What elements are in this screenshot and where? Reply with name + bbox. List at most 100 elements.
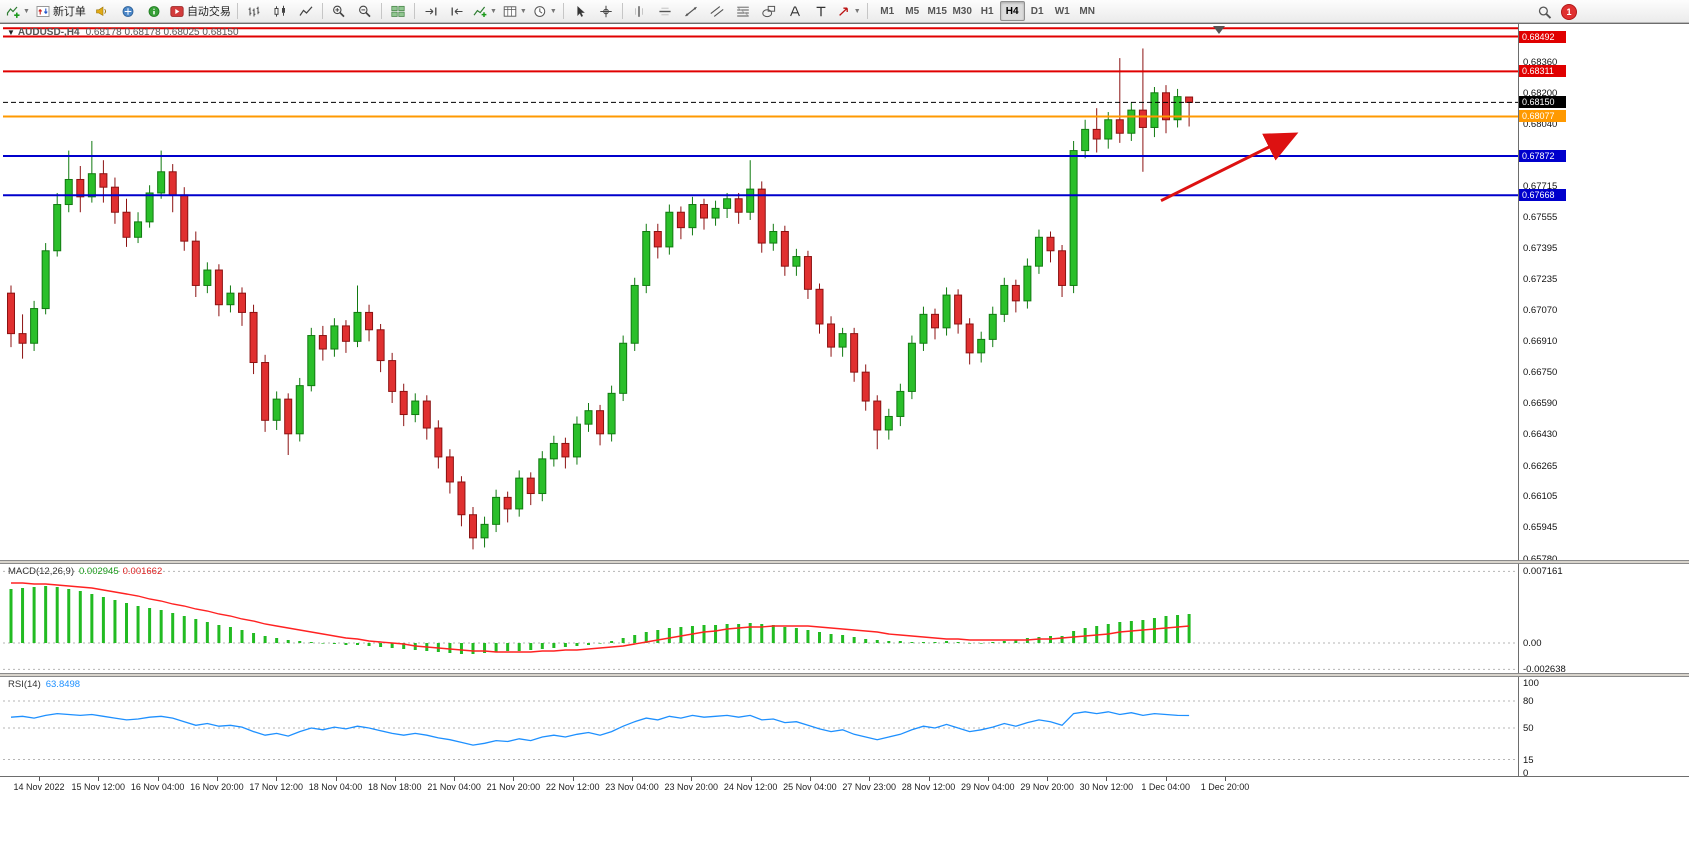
chart-shift-button[interactable] bbox=[444, 0, 470, 22]
macd-histogram-bar bbox=[945, 641, 949, 643]
channel-button[interactable] bbox=[704, 0, 730, 22]
one-click-trading-icon[interactable]: ▼ bbox=[7, 28, 15, 37]
macd-histogram-bar bbox=[771, 625, 775, 643]
timeframe-h4[interactable]: H4 bbox=[999, 1, 1025, 21]
rsi-indicator-svg[interactable] bbox=[3, 677, 1518, 777]
indicators-button[interactable]: ▼ bbox=[470, 0, 500, 22]
price-axis-label: 0.67070 bbox=[1523, 305, 1558, 317]
candle-12 bbox=[145, 185, 154, 228]
timeframe-m5[interactable]: M5 bbox=[905, 5, 920, 17]
price-badge-0.67668: 0.67668 bbox=[1519, 189, 1566, 202]
text-button[interactable] bbox=[782, 0, 808, 22]
trendline-button[interactable] bbox=[678, 0, 704, 22]
tile-windows-button[interactable] bbox=[385, 0, 411, 22]
price-axis-label: 0.67715 bbox=[1523, 181, 1558, 193]
new-order-button[interactable]: 新订单 bbox=[33, 0, 89, 22]
price-axis-label: 0.68040 bbox=[1523, 118, 1558, 130]
time-tick bbox=[1165, 777, 1167, 781]
timeframe-m30[interactable]: M30 bbox=[952, 5, 972, 17]
macd-histogram-bar bbox=[598, 643, 602, 644]
zoom-out-button[interactable] bbox=[352, 0, 378, 22]
periods-button[interactable]: ▼ bbox=[500, 0, 530, 22]
time-tick bbox=[157, 777, 159, 781]
candle-34 bbox=[399, 383, 408, 427]
price-badge-0.67872: 0.67872 bbox=[1519, 149, 1566, 162]
line-chart-button[interactable] bbox=[293, 0, 319, 22]
dropdown-arrow-icon: ▼ bbox=[23, 7, 30, 15]
notification-badge[interactable]: 1 bbox=[1561, 4, 1577, 20]
candle-48 bbox=[561, 437, 570, 469]
price-badge-0.68492: 0.68492 bbox=[1519, 30, 1566, 43]
macd-histogram-bar bbox=[321, 643, 325, 644]
label-button[interactable] bbox=[808, 0, 834, 22]
macd-histogram-bar bbox=[540, 643, 544, 649]
macd-histogram-bar bbox=[148, 608, 152, 643]
macd-histogram-bar bbox=[217, 625, 221, 643]
macd-histogram-bar bbox=[529, 643, 533, 650]
price-chart-svg[interactable] bbox=[3, 24, 1518, 560]
macd-histogram-bar bbox=[794, 628, 798, 643]
crosshair-button[interactable] bbox=[593, 0, 619, 22]
cursor-button[interactable] bbox=[567, 0, 593, 22]
timeframe-d1[interactable]: D1 bbox=[1030, 5, 1044, 17]
timeframe-m15[interactable]: M15 bbox=[927, 5, 947, 17]
ohlc-values: 0.68178 0.68178 0.68025 0.68150 bbox=[85, 27, 239, 38]
chart-shift-marker[interactable] bbox=[1213, 26, 1225, 34]
candle-24 bbox=[284, 393, 293, 455]
candle-0 bbox=[7, 285, 15, 348]
macd-histogram-bar bbox=[702, 625, 706, 643]
candlestick-chart-button[interactable] bbox=[267, 0, 293, 22]
candle-20 bbox=[238, 287, 246, 326]
bar-chart-button[interactable] bbox=[241, 0, 267, 22]
horizontal-line-button[interactable] bbox=[652, 0, 678, 22]
new-chart-button[interactable]: ▼ bbox=[3, 0, 33, 22]
fibonacci-button[interactable] bbox=[730, 0, 756, 22]
macd-histogram-bar bbox=[171, 613, 175, 643]
candle-1 bbox=[18, 314, 27, 359]
autotrading-button[interactable]: 自动交易 bbox=[167, 0, 234, 22]
macd-indicator-svg[interactable] bbox=[3, 564, 1518, 673]
macd-histogram-bar bbox=[644, 632, 648, 643]
macd-histogram-bar bbox=[852, 637, 856, 643]
candle-77 bbox=[896, 383, 905, 427]
macd-histogram-bar bbox=[9, 589, 13, 643]
rsi-axis-label: 100 bbox=[1523, 678, 1539, 689]
toolbar-separator bbox=[236, 3, 238, 19]
time-axis-label: 16 Nov 20:00 bbox=[190, 782, 244, 792]
auto-scroll-button[interactable] bbox=[418, 0, 444, 22]
macd-histogram-bar bbox=[610, 641, 614, 643]
trend-arrow[interactable] bbox=[1160, 132, 1299, 203]
candle-39 bbox=[457, 476, 466, 527]
candle-69 bbox=[803, 250, 812, 299]
time-axis[interactable]: 14 Nov 2022 15 Nov 12:00 16 Nov 04:00 16 No… bbox=[0, 777, 1689, 797]
macd-histogram-bar bbox=[205, 622, 209, 643]
rsi-panel-splitter[interactable] bbox=[0, 673, 1689, 677]
macd-panel-splitter[interactable] bbox=[0, 560, 1689, 564]
announcements-button[interactable] bbox=[89, 0, 115, 22]
macd-signal-value: 0.001662 bbox=[122, 566, 163, 577]
community-button[interactable] bbox=[141, 0, 167, 22]
candle-61 bbox=[711, 200, 720, 226]
macd-histogram-bar bbox=[136, 606, 140, 643]
macd-histogram-bar bbox=[1176, 615, 1180, 643]
time-tick bbox=[987, 777, 989, 781]
macd-histogram-bar bbox=[587, 643, 590, 645]
vertical-line-button[interactable] bbox=[626, 0, 652, 22]
time-axis-label: 18 Nov 18:00 bbox=[368, 782, 422, 792]
search-icon[interactable] bbox=[1538, 5, 1552, 19]
macd-histogram-bar bbox=[55, 587, 59, 643]
timeframe-h1[interactable]: H1 bbox=[980, 5, 994, 17]
timeframe-w1[interactable]: W1 bbox=[1054, 5, 1070, 17]
timeframe-m1[interactable]: M1 bbox=[880, 5, 895, 17]
trendline-icon bbox=[684, 5, 698, 18]
price-axis-border bbox=[1518, 23, 1519, 777]
zoom-in-button[interactable] bbox=[326, 0, 352, 22]
navigator-button[interactable] bbox=[115, 0, 141, 22]
shapes-button[interactable] bbox=[756, 0, 782, 22]
arrows-button[interactable]: ▼ bbox=[834, 0, 864, 22]
templates-button[interactable]: ▼ bbox=[530, 0, 560, 22]
candle-78 bbox=[907, 335, 916, 400]
macd-histogram-bar bbox=[240, 630, 244, 643]
macd-histogram-bar bbox=[263, 636, 267, 643]
timeframe-mn[interactable]: MN bbox=[1079, 5, 1095, 17]
